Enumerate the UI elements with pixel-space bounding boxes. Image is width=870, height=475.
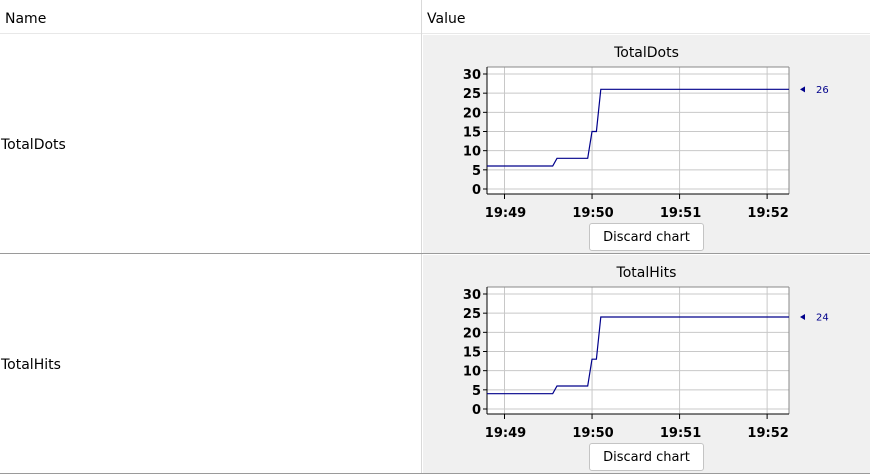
x-tick-label: 19:49 [485, 206, 526, 221]
discard-chart-button[interactable]: Discard chart [589, 443, 704, 471]
y-tick-label: 5 [472, 164, 481, 179]
discard-chart-button[interactable]: Discard chart [589, 223, 704, 251]
column-header-name[interactable]: Name [0, 0, 422, 34]
series-line [487, 88, 789, 167]
y-tick-label: 10 [463, 365, 481, 380]
x-tick-label: 19:51 [660, 206, 701, 221]
y-tick-label: 10 [463, 145, 481, 160]
y-tick-label: 25 [463, 87, 481, 102]
table-row: TotalHits TotalHits 0 5 10 15 20 25 30 19:49 19:… [0, 254, 870, 474]
chart-title: TotalHits [616, 265, 677, 281]
x-tick-label: 19:50 [572, 426, 613, 441]
chart-title: TotalDots [614, 45, 679, 61]
y-tick-label: 25 [463, 307, 481, 322]
table-header: Name Value [0, 0, 870, 34]
y-tick-label: 0 [472, 403, 481, 418]
chart-cell: TotalHits 0 5 10 15 20 25 30 19:49 19:50 19:51 19:… [423, 255, 870, 473]
last-value-label: 24 [816, 313, 829, 324]
name-cell: TotalDots [0, 34, 422, 253]
name-cell: TotalHits [0, 254, 422, 473]
plot-area [487, 67, 789, 194]
x-tick-label: 19:52 [747, 206, 788, 221]
x-tick-label: 19:51 [660, 426, 701, 441]
x-tick-label: 19:52 [747, 426, 788, 441]
y-tick-label: 20 [463, 326, 481, 341]
y-tick-label: 0 [472, 183, 481, 198]
line-chart: 0 5 10 15 20 25 30 19:49 19:50 19:51 19:52 26 [463, 66, 829, 221]
series-line [487, 316, 789, 395]
y-tick-label: 30 [463, 288, 481, 303]
plot-area [487, 287, 789, 414]
y-tick-label: 15 [463, 346, 481, 361]
x-tick-label: 19:50 [572, 206, 613, 221]
last-value-label: 26 [816, 85, 829, 96]
row-name: TotalHits [1, 357, 61, 373]
line-chart: 0 5 10 15 20 25 30 19:49 19:50 19:51 19:52 24 [463, 286, 829, 441]
row-name: TotalDots [1, 137, 66, 153]
y-tick-label: 30 [463, 68, 481, 83]
x-tick-label: 19:49 [485, 426, 526, 441]
y-tick-label: 5 [472, 384, 481, 399]
column-header-value[interactable]: Value [427, 11, 466, 27]
last-value-marker [800, 314, 805, 320]
chart-cell: TotalDots 0 5 10 15 20 25 30 19:49 19:50 19:51 19:… [423, 35, 870, 253]
last-value-marker [800, 86, 805, 93]
table-row: TotalDots TotalDots 0 5 10 15 20 25 30 19:49 19:… [0, 34, 870, 254]
y-tick-label: 15 [463, 126, 481, 141]
y-tick-label: 20 [463, 106, 481, 121]
